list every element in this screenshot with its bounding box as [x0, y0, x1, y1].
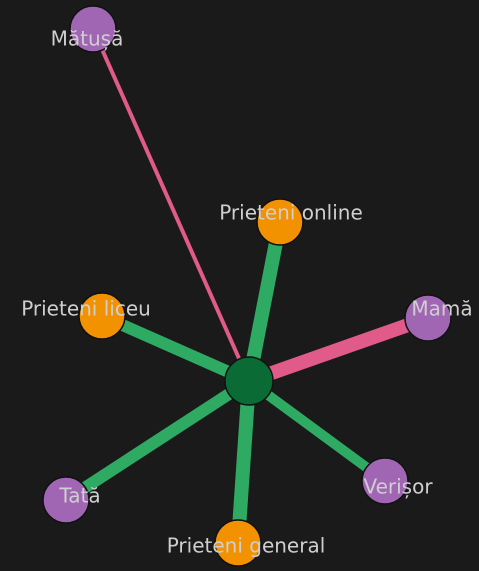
- nodes: [42, 5, 452, 567]
- node: [78, 292, 126, 340]
- node-label: Prieteni general: [167, 534, 326, 558]
- labels: Mătușă Prieteni online Prieteni liceu Ma…: [21, 27, 472, 558]
- edges: [62, 28, 431, 544]
- node: [404, 294, 452, 342]
- node: [69, 5, 117, 53]
- edge: [62, 375, 253, 506]
- center-node: [224, 356, 274, 406]
- node-label: Mamă: [411, 297, 472, 321]
- node-label: Verișor: [363, 475, 433, 499]
- edge: [99, 310, 252, 387]
- node: [361, 457, 409, 505]
- edge: [231, 380, 256, 544]
- edge: [246, 311, 431, 388]
- edge: [246, 376, 388, 486]
- node-label: Prieteni online: [219, 201, 363, 225]
- node-label: Tată: [58, 484, 100, 508]
- node-label: Mătușă: [51, 27, 124, 51]
- node-label: Prieteni liceu: [21, 297, 151, 321]
- edge: [242, 220, 287, 383]
- node: [256, 198, 304, 246]
- edge: [91, 28, 251, 382]
- node: [214, 519, 262, 567]
- node: [42, 476, 90, 524]
